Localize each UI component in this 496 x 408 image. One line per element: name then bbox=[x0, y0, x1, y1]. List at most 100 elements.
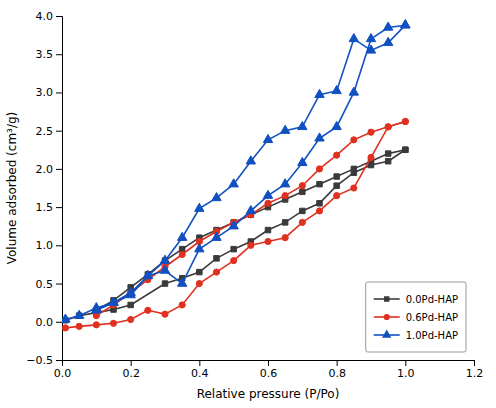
point-marker bbox=[332, 86, 341, 94]
point-marker bbox=[316, 166, 322, 172]
y-tick-mark bbox=[56, 245, 62, 246]
point-marker bbox=[177, 278, 186, 286]
x-tick-label: 0.0 bbox=[54, 367, 72, 380]
point-marker bbox=[299, 219, 305, 225]
y-tick-label: 1.0 bbox=[36, 239, 54, 252]
x-tick-mark bbox=[474, 360, 475, 366]
point-marker bbox=[263, 190, 272, 198]
y-tick-label: 0.5 bbox=[36, 278, 54, 291]
point-marker bbox=[403, 147, 408, 152]
point-marker bbox=[213, 269, 219, 275]
y-tick-label: 2.0 bbox=[36, 163, 54, 176]
point-marker bbox=[385, 159, 390, 164]
legend-item: 0.6Pd-HAP bbox=[374, 312, 458, 323]
point-marker bbox=[282, 220, 287, 225]
y-tick: 2.5 bbox=[36, 125, 63, 138]
point-marker bbox=[401, 20, 410, 28]
point-marker bbox=[196, 280, 202, 286]
series-line bbox=[65, 25, 405, 319]
point-marker bbox=[62, 325, 68, 331]
point-marker bbox=[229, 179, 238, 187]
chart: 0.00.20.40.60.81.01.2−0.50.00.51.01.52.0… bbox=[0, 0, 496, 408]
x-axis-line bbox=[63, 361, 475, 367]
x-tick-mark bbox=[268, 360, 269, 366]
x-tick-label: 0.2 bbox=[122, 367, 139, 380]
y-tick-label: −0.5 bbox=[26, 354, 53, 367]
point-marker bbox=[298, 121, 307, 129]
point-marker bbox=[299, 183, 305, 189]
point-marker bbox=[212, 193, 221, 201]
y-tick-mark bbox=[56, 16, 62, 17]
series-line bbox=[96, 25, 405, 310]
point-marker bbox=[179, 302, 185, 308]
x-tick-mark bbox=[337, 360, 338, 366]
series-markers bbox=[93, 118, 408, 318]
point-marker bbox=[280, 125, 289, 133]
y-tick-label: 3.0 bbox=[36, 86, 54, 99]
point-marker bbox=[74, 310, 83, 318]
point-marker bbox=[263, 134, 272, 142]
y-tick-mark bbox=[56, 169, 62, 170]
point-marker bbox=[300, 189, 305, 194]
legend-label: 1.0Pd-HAP bbox=[406, 330, 458, 341]
point-marker bbox=[265, 238, 271, 244]
point-marker bbox=[76, 323, 82, 329]
legend-box bbox=[366, 282, 466, 352]
point-marker bbox=[349, 87, 358, 95]
x-tick-mark bbox=[199, 360, 200, 366]
point-marker bbox=[128, 316, 134, 322]
y-tick-label: 2.5 bbox=[36, 125, 54, 138]
x-tick: 1.2 bbox=[466, 360, 484, 380]
legend-marker bbox=[384, 296, 389, 301]
x-tick-mark bbox=[131, 360, 132, 366]
point-marker bbox=[383, 22, 392, 30]
point-marker bbox=[351, 137, 357, 143]
point-marker bbox=[248, 242, 254, 248]
point-marker bbox=[62, 314, 70, 322]
y-tick: 3.5 bbox=[36, 48, 63, 61]
point-marker bbox=[231, 246, 236, 251]
x-tick: 0.2 bbox=[122, 360, 139, 380]
point-marker bbox=[246, 156, 255, 164]
point-marker bbox=[229, 221, 238, 229]
point-marker bbox=[403, 147, 408, 152]
point-marker bbox=[334, 183, 339, 188]
y-tick-mark bbox=[56, 284, 62, 285]
point-marker bbox=[126, 287, 135, 295]
point-marker bbox=[317, 201, 322, 206]
y-tick: −0.5 bbox=[26, 354, 62, 367]
y-axis: −0.50.00.51.01.52.02.53.03.54.0 bbox=[26, 10, 62, 367]
point-marker bbox=[162, 281, 167, 286]
point-marker bbox=[401, 20, 410, 28]
x-tick: 0.4 bbox=[191, 360, 209, 380]
y-tick: 0.0 bbox=[36, 316, 63, 329]
y-tick: 1.5 bbox=[36, 201, 63, 214]
point-marker bbox=[195, 244, 204, 252]
legend-item: 0.0Pd-HAP bbox=[374, 294, 458, 305]
point-marker bbox=[93, 322, 99, 328]
y-tick-mark bbox=[56, 54, 62, 55]
y-tick-label: 1.5 bbox=[36, 201, 54, 214]
point-marker bbox=[265, 200, 271, 206]
point-marker bbox=[179, 251, 185, 257]
series-markers bbox=[63, 147, 408, 323]
point-marker bbox=[143, 271, 152, 279]
series-markers bbox=[92, 20, 410, 313]
point-marker bbox=[282, 235, 288, 241]
point-marker bbox=[110, 320, 116, 326]
y-tick: 0.5 bbox=[36, 278, 63, 291]
y-axis-line bbox=[56, 17, 63, 361]
point-marker bbox=[368, 154, 374, 160]
series-markers bbox=[62, 118, 408, 331]
point-marker bbox=[349, 34, 358, 42]
point-marker bbox=[109, 297, 118, 305]
x-tick-label: 0.6 bbox=[260, 367, 278, 380]
series-markers bbox=[62, 20, 410, 322]
y-tick: 2.0 bbox=[36, 163, 63, 176]
point-marker bbox=[160, 255, 169, 263]
point-marker bbox=[334, 152, 340, 158]
y-tick-label: 0.0 bbox=[36, 316, 54, 329]
point-marker bbox=[298, 157, 307, 165]
point-marker bbox=[366, 45, 375, 53]
point-marker bbox=[351, 166, 356, 171]
